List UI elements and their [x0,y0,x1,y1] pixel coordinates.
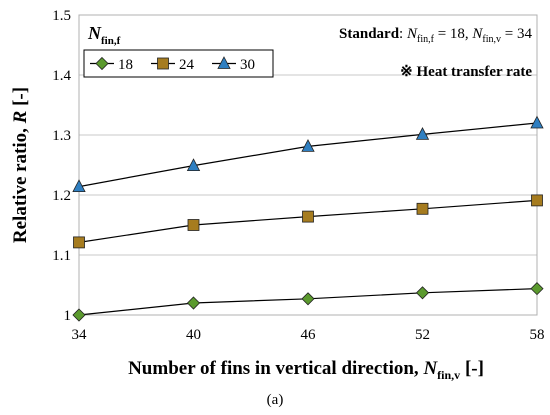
series-18-point [186,296,201,310]
series-30-point [415,127,430,140]
series-18-point [530,282,544,296]
series-30-point [530,115,544,129]
x-tick-label: 52 [415,327,430,343]
legend-30-marker [217,56,231,69]
y-tick-labels: 1 1.1 1.2 1.3 1.4 1.5 [52,8,71,324]
series-18-point [72,308,86,322]
legend-18-label: 18 [118,57,133,73]
series-30-point [72,179,86,193]
annotation-standard: Standard: Nfin,f = 18, Nfin,v = 34 [339,26,532,45]
legend: 18 24 30 [90,56,255,73]
legend-title-subscript: fin,f [101,35,121,47]
y-tick-label: 1.4 [52,68,71,84]
y-tick-label: 1.3 [52,128,71,144]
x-tick-label: 46 [301,327,317,343]
series-24-point [416,202,429,215]
x-tick-label: 58 [530,327,545,343]
x-tick-labels: 34 40 46 52 58 [72,327,545,343]
legend-18-marker [95,56,109,71]
y-tick-label: 1.2 [52,188,71,204]
y-tick-label: 1.5 [52,8,71,24]
series-30-point [186,158,201,172]
legend-box [83,49,274,78]
y-tick-label: 1 [64,308,72,324]
caption: (a) [267,392,284,408]
y-tick-label: 1.1 [52,248,71,264]
annotation-note: ※ Heat transfer rate [400,64,532,80]
series-24-point [187,219,200,231]
series-group [72,115,544,322]
series-24-point [531,194,543,207]
series-18-point [415,286,430,300]
x-tick-label: 34 [72,327,88,343]
series-30-line [78,122,538,188]
legend-title: Nfin,f [87,23,121,47]
y-axis-label: Relative ratio, R [-] [10,87,31,243]
legend-30-label: 30 [240,57,255,73]
series-24-point [302,210,314,223]
series-18-point [301,292,315,306]
series-30-point [301,139,315,152]
x-axis-label: Number of fins in vertical direction, Nf… [128,358,484,382]
legend-24-label: 24 [179,57,195,73]
x-tick-label: 40 [186,327,201,343]
plot-area-border [78,14,538,316]
series-24-point [73,236,85,249]
legend-24-marker [157,57,169,70]
